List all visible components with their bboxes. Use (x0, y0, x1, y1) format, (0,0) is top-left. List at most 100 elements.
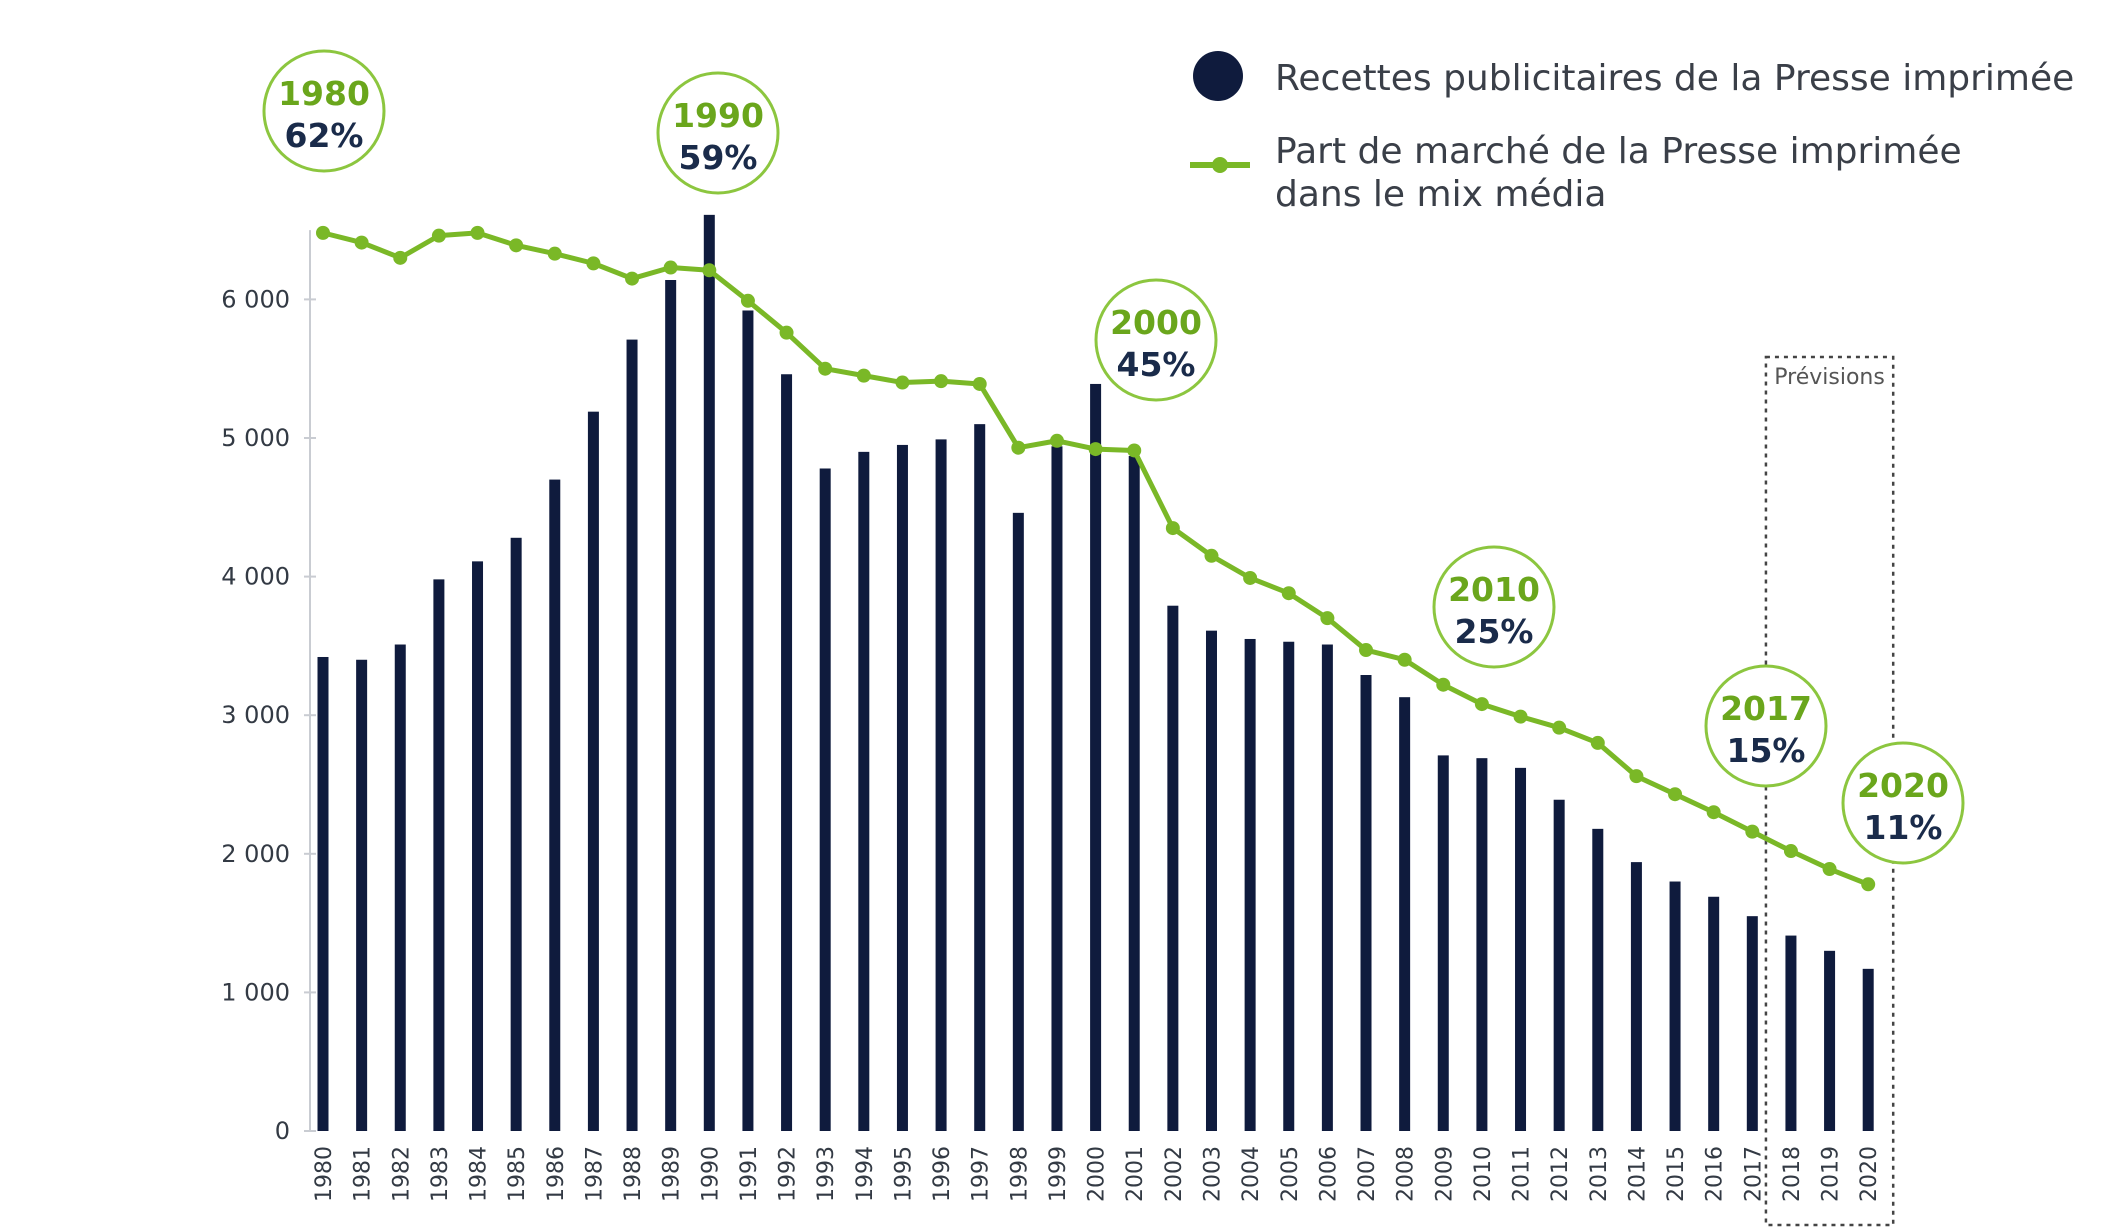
bar-2020 (1862, 968, 1874, 1131)
bar-2005 (1283, 641, 1295, 1131)
bar-2013 (1592, 828, 1604, 1131)
x-tick-label: 1990 (698, 1146, 723, 1202)
y-tick-label: 2 000 (221, 840, 290, 868)
annotation-year: 2000 (1110, 303, 1202, 342)
line-point-1983 (431, 228, 446, 243)
annotation-circle (1094, 278, 1218, 402)
bar-2011 (1515, 767, 1527, 1131)
annotation-circle (1704, 664, 1828, 788)
line-point-2000 (1088, 442, 1103, 457)
bar-1989 (665, 279, 677, 1132)
x-tick-label: 1997 (969, 1146, 994, 1202)
x-tick-label: 2012 (1548, 1146, 1573, 1202)
line-point-1985 (509, 238, 524, 253)
y-axis: 0 1 000 2 000 3 000 4 000 5 000 6 000 (221, 230, 316, 1145)
line-point-1990 (702, 263, 717, 278)
x-tick-label: 2006 (1316, 1146, 1341, 1202)
x-tick-label: 1984 (467, 1146, 492, 1202)
x-tick-label: 1981 (351, 1146, 376, 1202)
bar-1996 (935, 439, 947, 1131)
line-point-2012 (1552, 720, 1567, 735)
x-tick-label: 1980 (312, 1146, 337, 1202)
line-point-2011 (1513, 709, 1528, 724)
y-tick-label: 3 000 (221, 701, 290, 729)
bar-1986 (549, 479, 561, 1132)
x-tick-label: 2002 (1162, 1146, 1187, 1202)
forecast-label: Prévisions (1774, 365, 1885, 390)
annotation-year: 2010 (1448, 570, 1540, 609)
bar-1995 (896, 444, 908, 1131)
line-point-2017 (1745, 824, 1760, 839)
x-tick-label: 1983 (428, 1146, 453, 1202)
annotation-circle (262, 49, 386, 173)
line-point-2002 (1165, 521, 1180, 536)
line-point-2008 (1397, 652, 1412, 667)
line-point-2013 (1590, 735, 1605, 750)
line-point-1980 (316, 225, 330, 240)
bar-2019 (1824, 950, 1836, 1131)
bar-1981 (356, 659, 368, 1131)
legend-line-dot (1212, 157, 1228, 173)
y-tick-label: 1 000 (221, 978, 290, 1006)
line-point-1988 (625, 271, 640, 286)
x-tick-label: 2005 (1278, 1146, 1303, 1202)
bar-1985 (510, 537, 522, 1131)
x-tick-label: 2020 (1857, 1146, 1882, 1202)
x-tick-label: 2018 (1780, 1146, 1805, 1202)
line-point-1999 (1049, 433, 1064, 448)
line-point-1982 (393, 250, 408, 265)
bar-2004 (1244, 638, 1256, 1131)
bar-1983 (433, 579, 445, 1131)
bar-2008 (1399, 697, 1411, 1131)
annotation-year: 1980 (278, 74, 370, 113)
bar-2012 (1553, 799, 1565, 1131)
line-point-1996 (934, 374, 949, 389)
x-tick-label: 2000 (1085, 1146, 1110, 1202)
bar-2001 (1128, 456, 1140, 1131)
annotation-pct: 15% (1727, 731, 1806, 770)
bar-1998 (1012, 512, 1024, 1131)
line-point-2001 (1127, 443, 1142, 458)
x-tick-label: 2011 (1510, 1146, 1535, 1202)
line-series (316, 225, 1876, 892)
bar-1997 (974, 424, 986, 1131)
y-tick-label: 4 000 (221, 563, 290, 591)
bar-2010 (1476, 758, 1488, 1131)
line-point-1993 (818, 361, 833, 376)
line-point-2010 (1474, 697, 1489, 712)
bar-1993 (819, 468, 831, 1131)
line-point-2007 (1359, 643, 1374, 658)
legend-line-label-1: Part de marché de la Presse imprimée (1275, 131, 1962, 172)
bar-2018 (1785, 935, 1797, 1131)
bar-2009 (1437, 755, 1449, 1131)
x-tick-label: 2004 (1239, 1146, 1264, 1202)
line-point-1989 (663, 260, 678, 275)
x-tick-label: 1988 (621, 1146, 646, 1202)
annotation-circle (1841, 741, 1965, 865)
bar-1988 (626, 339, 638, 1131)
x-tick-label: 1985 (505, 1146, 530, 1202)
x-tick-label: 2014 (1625, 1146, 1650, 1202)
x-tick-label: 1987 (582, 1146, 607, 1202)
bar-1991 (742, 310, 754, 1131)
x-tick-label: 1986 (544, 1146, 569, 1202)
bar-1984 (472, 561, 484, 1131)
bar-2017 (1746, 916, 1758, 1131)
bar-1999 (1051, 446, 1063, 1131)
line-point-2009 (1436, 677, 1451, 692)
x-tick-label: 1989 (660, 1146, 685, 1202)
line-point-2020 (1861, 877, 1876, 892)
y-tick-label: 5 000 (221, 424, 290, 452)
line-point-2014 (1629, 769, 1644, 784)
line-point-1987 (586, 256, 601, 271)
y-tick-label: 6 000 (221, 285, 290, 313)
bar-1987 (587, 411, 599, 1131)
x-tick-label: 1982 (389, 1146, 414, 1202)
x-tick-label: 1996 (930, 1146, 955, 1202)
annotation-pct: 59% (679, 138, 758, 177)
